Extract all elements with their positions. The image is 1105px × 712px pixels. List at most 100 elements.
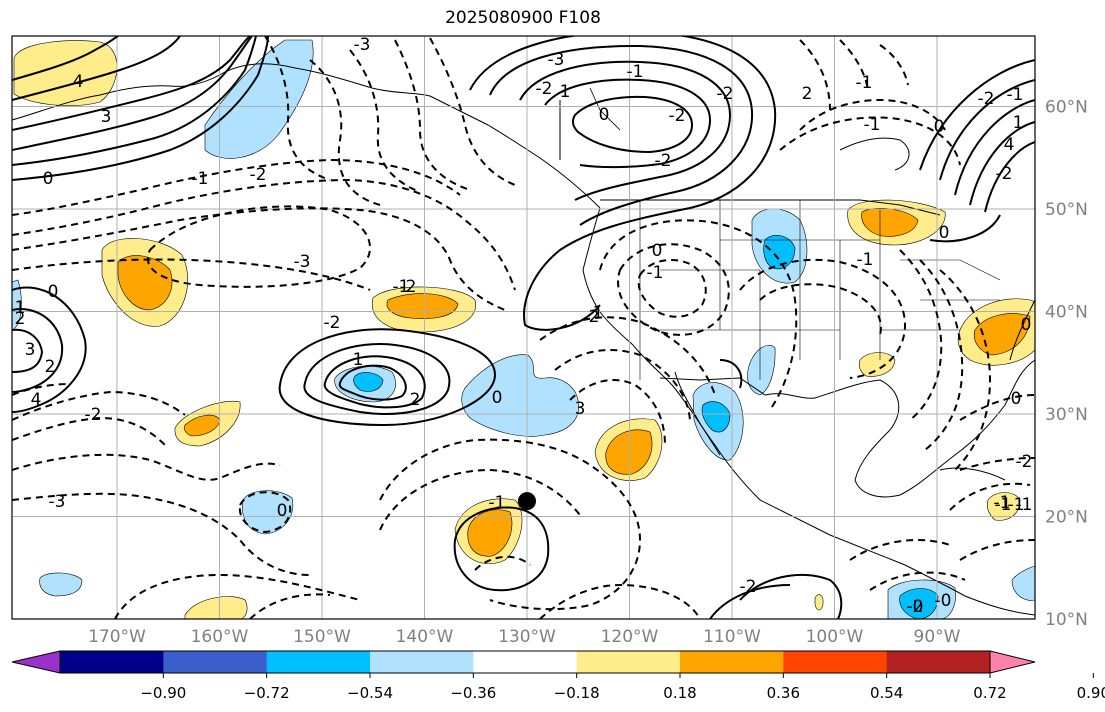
colorbar-tick-label: 0.36 — [767, 684, 800, 702]
lat-tick-label: 10°N — [1045, 610, 1088, 630]
contour-dashed-west-us — [617, 243, 730, 336]
contour-label: -2 — [85, 405, 102, 425]
colorbar-tick-label: −0.90 — [140, 684, 186, 702]
contour-label: 0 — [934, 117, 945, 137]
lon-tick-label: 160°W — [191, 627, 249, 647]
contour-label: -1 — [995, 495, 1012, 515]
contour-label: 3 — [101, 107, 112, 127]
contour-label: -1 — [994, 493, 1011, 513]
contour-label: -2 — [655, 151, 672, 171]
colorbar-tick-labels: −0.90 −0.72 −0.54 −0.36 −0.18 0.18 0.36 0.54 0.7… — [140, 673, 1105, 702]
colorbar-swatch — [163, 651, 268, 673]
map-frame — [11, 35, 1036, 620]
contour-label: 2 — [45, 357, 56, 377]
contour-label: 0 — [1011, 389, 1022, 409]
shade-positive-gulf — [858, 352, 896, 377]
contour-label: 0 — [48, 282, 59, 302]
contour-label: 0 — [652, 241, 663, 261]
contour-label: 2 — [802, 84, 813, 104]
latitude-axis-labels: 60°N 50°N 40°N 30°N 20°N 10°N — [1045, 98, 1088, 631]
contour-label: -1 — [1007, 85, 1024, 105]
colorbar-tick-label: −0.54 — [347, 684, 393, 702]
contour-label: 0 — [43, 169, 54, 189]
contour-label: -2 — [669, 106, 686, 126]
colorbar-tick-label: −0.18 — [554, 684, 600, 702]
contour-label: 4 — [1004, 135, 1015, 155]
shade-negative-far-west — [39, 572, 83, 597]
contour-solid-great-lakes — [929, 214, 1001, 243]
contour-dashed-central-north — [147, 205, 371, 288]
contour-label: 4 — [73, 72, 84, 92]
coast-alaska-aleutians — [12, 63, 601, 209]
lat-tick-label: 20°N — [1045, 508, 1088, 528]
contour-label: 2 — [589, 307, 600, 327]
contour-label: 0 — [1021, 315, 1032, 335]
coast-gulf-of-mexico — [764, 359, 1035, 498]
contour-label: 2 — [15, 309, 26, 329]
contour-label: -3 — [294, 252, 311, 272]
contour-label: -2 — [250, 165, 267, 185]
contour-label: -1 — [647, 263, 664, 283]
colorbar-tick-label: −0.72 — [244, 684, 290, 702]
coast-west-north-america — [582, 207, 1035, 616]
colorbar-swatch — [576, 651, 681, 673]
contour-label: 1 — [353, 350, 364, 370]
lon-tick-label: 110°W — [703, 627, 761, 647]
colorbar-swatch — [60, 651, 164, 673]
contour-label: -1 — [192, 169, 209, 189]
contour-label: -2 — [1016, 452, 1033, 472]
contour-label: -1 — [864, 115, 881, 135]
contour-dashed-hawaii — [238, 491, 292, 534]
location-marker-dot — [518, 492, 536, 511]
contour-solid-south — [453, 506, 550, 592]
colorbar-swatch — [783, 651, 888, 673]
colorbar-swatch — [266, 651, 371, 673]
map-title: 2025080900 F108 — [445, 8, 601, 28]
contour-solid-mexico — [719, 359, 743, 389]
contour-label: -2 — [717, 84, 734, 104]
contour-label: 1 — [593, 303, 604, 323]
contour-label: -2 — [907, 597, 924, 617]
contour-label: 0 — [492, 388, 503, 408]
colorbar-tick-label: 0.90 — [1077, 684, 1105, 702]
lon-tick-label: 130°W — [498, 627, 556, 647]
contours-dashed — [12, 36, 1035, 619]
colorbar-extend-min — [11, 650, 61, 674]
contour-label: -3 — [548, 50, 565, 70]
contour-dashed-east — [899, 249, 943, 421]
contour-solid-north-pacific — [12, 36, 251, 131]
shade-negative-alaska-gulf — [204, 39, 314, 159]
contour-label: -2 — [978, 89, 995, 109]
contour-label: -2 — [996, 164, 1013, 184]
border-us-mexico — [659, 377, 766, 396]
contour-label: -2 — [400, 277, 417, 297]
coast-hudson-bay — [839, 137, 910, 171]
contour-label: 0 — [599, 105, 610, 125]
contour-label: -1 — [856, 73, 873, 93]
contour-label: -1 — [489, 493, 506, 513]
contour-label: -1 — [1016, 495, 1033, 515]
contour-label: 1 — [15, 298, 26, 318]
contour-label: 1 — [1013, 113, 1024, 133]
contour-label: -0 — [907, 597, 924, 617]
coast-cuba — [939, 467, 1006, 481]
contour-label: -3 — [354, 35, 371, 55]
colorbar-swatch — [473, 651, 578, 673]
contour-label: -1 — [857, 250, 874, 270]
colorbar-outline — [59, 650, 991, 674]
contour-solid-low-center — [278, 328, 497, 427]
contour-label: -1 — [627, 62, 644, 82]
colorbar-swatch — [886, 651, 991, 673]
contour-label: -2 — [536, 79, 553, 99]
colorbar-swatch — [680, 651, 784, 673]
contour-solid-southeast — [739, 573, 843, 619]
lon-tick-label: 150°W — [293, 627, 351, 647]
coast-baja — [674, 371, 721, 456]
lat-tick-label: 60°N — [1045, 98, 1088, 118]
colorbar-tick-label: −0.36 — [450, 684, 496, 702]
longitude-axis-labels: 170°W 160°W 150°W 140°W 130°W 120°W 110°W 100°W… — [88, 627, 961, 647]
contours-solid — [12, 36, 1035, 619]
